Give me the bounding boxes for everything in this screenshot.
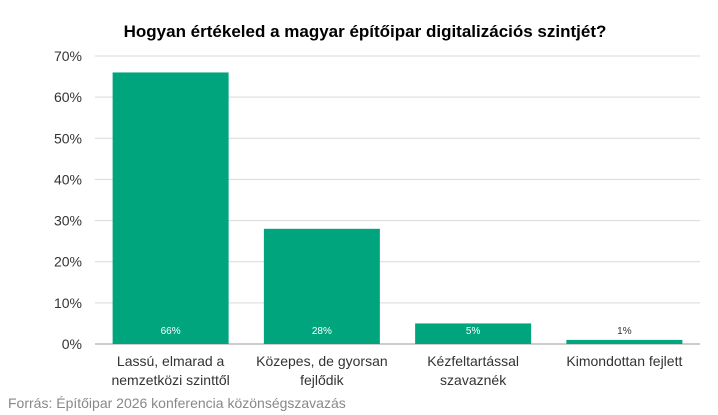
- y-tick-label: 40%: [54, 171, 82, 187]
- bar: [112, 72, 229, 344]
- data-label: 1%: [617, 326, 632, 337]
- x-tick-label: Kézfeltartással: [427, 353, 519, 369]
- y-tick-label: 60%: [54, 89, 82, 105]
- y-tick-label: 70%: [54, 48, 82, 64]
- bars: [112, 72, 683, 344]
- y-tick-label: 30%: [54, 213, 82, 229]
- x-tick-label: nemzetközi szinttől: [111, 372, 229, 388]
- y-tick-label: 10%: [54, 295, 82, 311]
- data-labels: 66% 28% 5% 1%: [161, 326, 632, 337]
- data-label: 5%: [466, 326, 481, 337]
- data-label: 66%: [161, 326, 181, 337]
- x-tick-label: Kimondottan fejlett: [566, 353, 682, 369]
- y-tick-label: 20%: [54, 254, 82, 270]
- x-tick-label: szavaznék: [440, 372, 507, 388]
- x-axis: Lassú, elmarad a nemzetközi szinttől Közep…: [111, 353, 682, 388]
- data-label: 28%: [312, 326, 332, 337]
- x-tick-label: Lassú, elmarad a: [117, 353, 225, 369]
- x-tick-label: Közepes, de gyorsan: [256, 353, 388, 369]
- bar: [415, 323, 532, 344]
- chart-title: Hogyan értékeled a magyar építőipar digi…: [124, 22, 607, 41]
- bar: [566, 339, 683, 344]
- y-tick-label: 0%: [62, 336, 82, 352]
- x-tick-label: fejlődik: [300, 372, 345, 388]
- y-tick-label: 50%: [54, 130, 82, 146]
- source-note: Forrás: Építőipar 2026 konferencia közön…: [8, 395, 346, 411]
- bar: [263, 228, 380, 344]
- y-axis: 0% 10% 20% 30% 40% 50% 60% 70%: [54, 48, 82, 352]
